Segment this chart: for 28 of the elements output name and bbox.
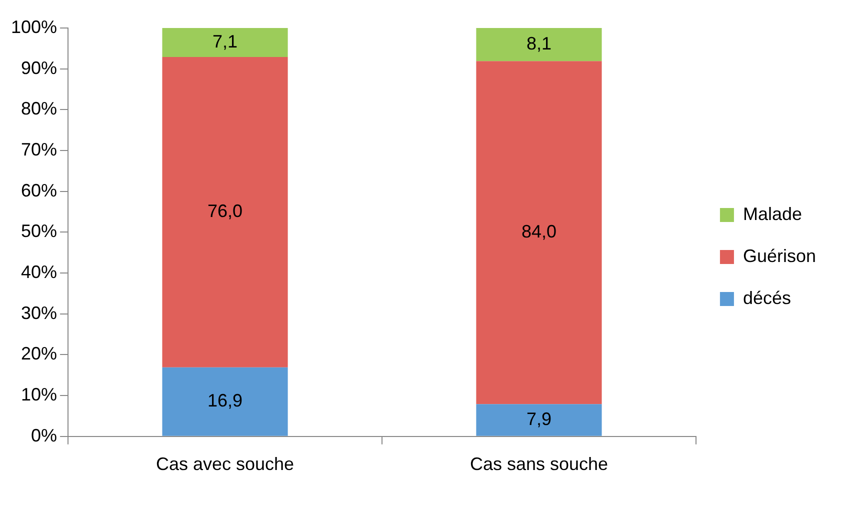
bar <box>476 404 602 436</box>
x-tick-label: Cas avec souche <box>156 454 294 474</box>
data-label: 7,1 <box>212 31 238 52</box>
y-tick-label: 30% <box>21 302 58 323</box>
y-tick-label: 70% <box>21 139 58 160</box>
data-label: 16,9 <box>207 390 243 411</box>
y-tick-label: 100% <box>10 16 58 37</box>
bar <box>476 28 602 62</box>
y-tick-label: 90% <box>21 58 58 78</box>
data-label: 7,9 <box>526 408 552 429</box>
bar <box>476 61 602 404</box>
bar <box>162 367 288 436</box>
data-label: 84,0 <box>521 222 557 242</box>
bar <box>162 56 288 368</box>
x-tick-label: Cas sans souche <box>470 454 608 474</box>
y-tick-label: 10% <box>21 384 58 405</box>
data-label: 8,1 <box>526 34 552 54</box>
bar <box>162 28 288 57</box>
y-tick-label: 60% <box>21 180 58 200</box>
data-label: 76,0 <box>207 201 243 222</box>
legend-label: Guérison <box>742 246 816 266</box>
y-tick-label: 0% <box>31 425 58 446</box>
y-tick-label: 50% <box>21 221 58 242</box>
y-tick-label: 20% <box>21 344 58 364</box>
legend-label: Malade <box>742 204 802 224</box>
legend-label: décés <box>742 288 792 308</box>
y-tick-label: 40% <box>21 262 58 282</box>
y-tick-label: 80% <box>21 98 58 119</box>
